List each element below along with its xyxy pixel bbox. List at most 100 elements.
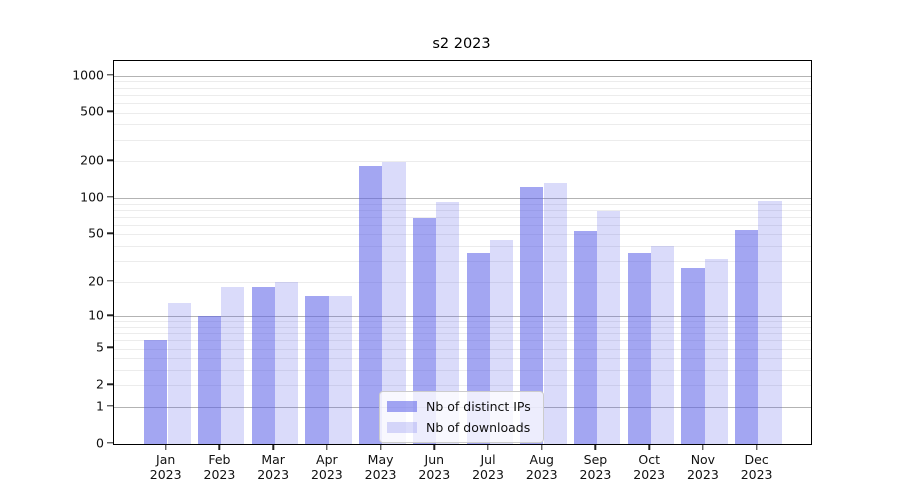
bar-distinct-ips-nov: [681, 268, 705, 444]
gridline-minor: [114, 216, 811, 218]
legend-label-downloads: Nb of downloads: [426, 420, 531, 435]
gridline-minor: [114, 124, 811, 126]
bar-distinct-ips-apr: [305, 296, 329, 444]
gridline-minor: [114, 234, 811, 236]
x-tick-mark: [272, 444, 274, 450]
x-tick-month: Jan: [156, 452, 176, 467]
x-tick-label: Apr 2023: [295, 452, 359, 482]
gridline-minor: [114, 370, 811, 372]
gridline-minor: [114, 94, 811, 96]
y-tick-label: 50: [88, 225, 104, 241]
x-tick-month: Nov: [690, 452, 716, 467]
gridline-minor: [114, 358, 811, 360]
gridline-minor: [114, 161, 811, 163]
y-tick-label: 500: [80, 103, 104, 119]
x-tick-year: 2023: [203, 467, 236, 482]
x-tick-label: Feb 2023: [187, 452, 251, 482]
x-tick-label: Aug 2023: [510, 452, 574, 482]
y-tick-mark: [107, 196, 113, 198]
gridline-minor: [114, 348, 811, 350]
x-tick-label: Oct 2023: [617, 452, 681, 482]
x-tick-label: Jan 2023: [134, 452, 198, 482]
x-tick-year: 2023: [740, 467, 773, 482]
bar-distinct-ips-may: [359, 166, 383, 444]
bar-downloads-aug: [543, 182, 567, 444]
x-tick-mark: [755, 444, 758, 450]
x-tick-mark: [487, 444, 489, 450]
x-tick-label: Dec 2023: [725, 452, 789, 482]
x-tick-mark: [218, 444, 221, 450]
bar-downloads-sep: [597, 211, 621, 444]
x-tick-label: Nov 2023: [671, 452, 735, 482]
gridline-minor: [114, 139, 811, 141]
x-tick-month: Feb: [208, 452, 231, 467]
x-tick-month: Sep: [583, 452, 608, 467]
bar-distinct-ips-aug: [520, 187, 544, 444]
bar-distinct-ips-mar: [251, 287, 275, 444]
x-tick-month: Mar: [261, 452, 285, 467]
gridline-minor: [114, 340, 811, 342]
gridline-minor: [114, 203, 811, 205]
gridline-minor: [114, 209, 811, 211]
y-tick-label: 5: [96, 339, 104, 355]
y-tick-mark: [107, 314, 113, 316]
gridline-major: [114, 316, 811, 318]
x-tick-mark: [594, 444, 597, 450]
legend: Nb of distinct IPs Nb of downloads: [379, 391, 544, 443]
x-tick-month: Dec: [744, 452, 769, 467]
x-tick-year: 2023: [364, 467, 397, 482]
bar-downloads-apr: [328, 296, 352, 444]
x-tick-mark: [541, 444, 543, 450]
y-tick-mark: [107, 383, 113, 386]
x-tick-mark: [433, 444, 435, 450]
x-tick-year: 2023: [310, 467, 343, 482]
y-tick-mark: [107, 110, 113, 113]
gridline-minor: [114, 102, 811, 104]
y-tick-label: 0: [96, 435, 104, 451]
y-tick-mark: [107, 73, 113, 76]
gridline-minor: [114, 385, 811, 387]
y-tick-mark: [107, 442, 113, 444]
x-tick-label: May 2023: [349, 452, 413, 482]
x-tick-month: Jun: [424, 452, 445, 467]
bar-distinct-ips-feb: [197, 316, 222, 444]
gridline-minor: [114, 81, 811, 83]
x-tick-label: Jul 2023: [456, 452, 520, 482]
bar-downloads-oct: [651, 246, 675, 444]
x-tick-mark: [702, 444, 704, 450]
gridline-minor: [114, 87, 811, 89]
x-tick-year: 2023: [525, 467, 558, 482]
x-tick-label: Mar 2023: [241, 452, 305, 482]
gridline-minor: [114, 224, 811, 226]
y-tick-label: 1000: [72, 67, 104, 83]
x-tick-mark: [326, 444, 328, 450]
plot-area: Nb of distinct IPs Nb of downloads: [113, 60, 812, 445]
legend-label-distinct-ips: Nb of distinct IPs: [426, 399, 531, 414]
bar-distinct-ips-dec: [735, 230, 759, 444]
y-tick-label: 200: [80, 152, 104, 168]
bar-downloads-jun: [436, 202, 460, 444]
x-tick-year: 2023: [579, 467, 612, 482]
x-tick-label: Jun 2023: [402, 452, 466, 482]
bar-downloads-mar: [274, 281, 299, 444]
chart-title: s2 2023: [432, 36, 491, 52]
x-tick-year: 2023: [149, 467, 182, 482]
x-tick-month: Apr: [316, 452, 338, 467]
y-tick-mark: [107, 159, 113, 161]
gridline-minor: [114, 260, 811, 262]
gridline-minor: [114, 321, 811, 323]
x-tick-year: 2023: [633, 467, 666, 482]
y-tick-label: 20: [88, 273, 104, 289]
bar-distinct-ips-sep: [574, 231, 598, 444]
gridline-minor: [114, 333, 811, 335]
gridline-minor: [114, 326, 811, 328]
gridline-major: [114, 75, 811, 77]
x-tick-month: Oct: [638, 452, 660, 467]
x-tick-year: 2023: [418, 467, 451, 482]
legend-item-distinct-ips: Nb of distinct IPs: [387, 399, 534, 414]
y-tick-mark: [107, 232, 113, 235]
y-tick-label: 2: [96, 376, 104, 392]
legend-swatch-downloads: [387, 422, 417, 433]
bar-distinct-ips-oct: [627, 252, 651, 444]
